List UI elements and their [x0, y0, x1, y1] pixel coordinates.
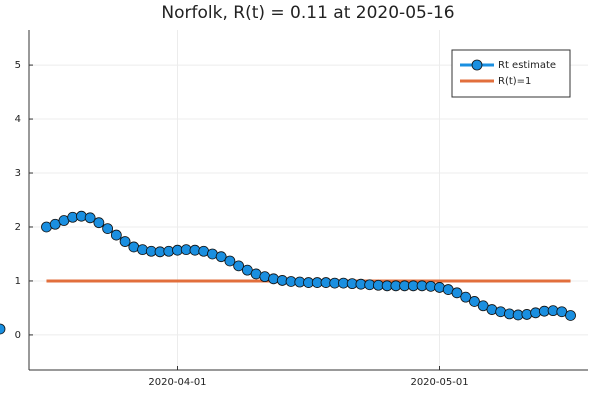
y-tick-label: 3 [15, 168, 21, 179]
point [215, 251, 227, 263]
chart-title: Norfolk, R(t) = 0.11 at 2020-05-16 [161, 3, 454, 23]
point [0, 323, 6, 335]
y-tick-label: 1 [15, 276, 21, 287]
legend-label: R(t)=1 [498, 76, 531, 87]
legend-box [451, 49, 571, 98]
point [565, 310, 576, 321]
point [259, 271, 271, 283]
point [469, 296, 480, 307]
point [521, 309, 533, 320]
point [137, 244, 148, 256]
y-tick-label: 0 [15, 330, 21, 341]
point [486, 304, 498, 315]
point [530, 307, 541, 319]
point [495, 306, 507, 318]
point [233, 260, 245, 272]
legend-marker [471, 59, 483, 71]
point [102, 223, 114, 235]
x-tick-label: 2020-04-01 [148, 377, 206, 388]
point [110, 229, 122, 241]
point [451, 287, 463, 299]
y-tick-label: 4 [15, 114, 21, 125]
x-tick-label: 2020-05-01 [410, 377, 468, 388]
point [224, 255, 236, 267]
point [434, 282, 445, 293]
point [268, 273, 279, 285]
legend-label: Rt estimate [498, 60, 556, 71]
point [93, 217, 105, 229]
point [76, 210, 87, 222]
point [119, 236, 131, 247]
y-tick-label: 5 [15, 60, 21, 71]
point [84, 212, 96, 224]
y-tick-label: 2 [15, 222, 21, 233]
point [460, 291, 472, 303]
